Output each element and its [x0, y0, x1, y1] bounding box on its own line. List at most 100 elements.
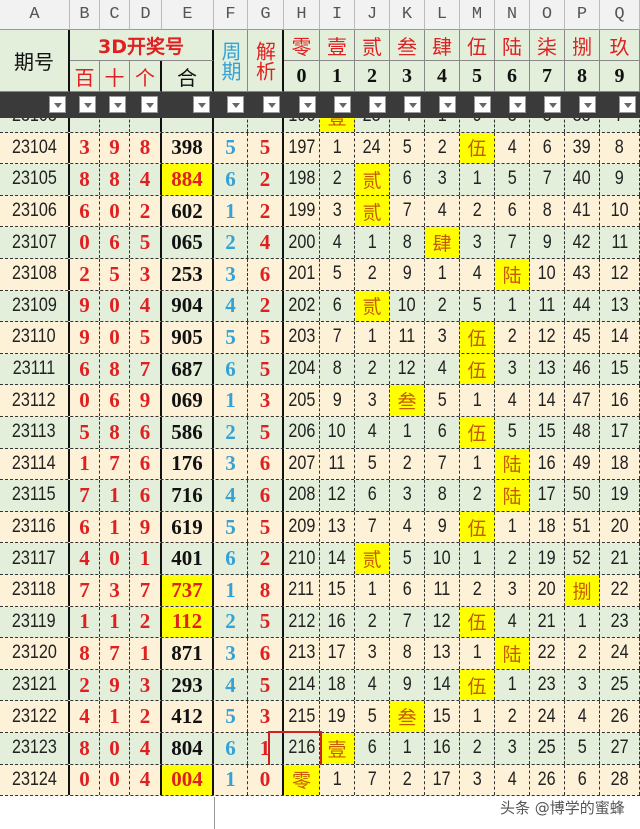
cell-i[interactable]: 13 — [320, 511, 355, 543]
cell-m[interactable]: 2 — [460, 480, 495, 511]
cell-m[interactable]: 9 — [460, 118, 495, 132]
cell-n[interactable]: 3 — [495, 575, 530, 606]
cell-h[interactable]: 211 — [284, 575, 320, 606]
filter-dropdown-button[interactable] — [404, 96, 421, 113]
cell-b[interactable]: 0 — [70, 385, 100, 416]
cell-n[interactable]: 陆 — [495, 638, 530, 669]
cell-b[interactable]: 3 — [70, 132, 100, 164]
cell-c[interactable]: 6 — [100, 227, 130, 258]
cell-f[interactable]: 5 — [214, 701, 248, 732]
cell-h[interactable]: 201 — [284, 259, 320, 290]
cell-f[interactable]: 3 — [214, 259, 248, 290]
column-header-e[interactable]: E — [162, 0, 214, 30]
cell-b[interactable]: 6 — [70, 511, 100, 543]
cell-l[interactable]: 15 — [425, 701, 460, 732]
cell-e[interactable]: 904 — [162, 290, 214, 322]
cell-g[interactable]: 5 — [248, 417, 284, 448]
cell-l[interactable]: 7 — [425, 448, 460, 480]
cell-c[interactable]: 3 — [100, 575, 130, 606]
cell-p[interactable]: 5 — [565, 733, 600, 764]
cell-a[interactable]: 23114 — [0, 448, 70, 480]
cell-d[interactable]: 4 — [130, 164, 162, 195]
cell-n[interactable]: 6 — [495, 195, 530, 227]
cell-b[interactable]: 8 — [70, 733, 100, 764]
cell-m[interactable]: 2 — [460, 195, 495, 227]
cell-a[interactable]: 23104 — [0, 132, 70, 164]
cell-f[interactable]: 4 — [214, 669, 248, 701]
cell-d[interactable]: 7 — [130, 575, 162, 606]
cell-p[interactable]: 38 — [565, 118, 600, 132]
cell-d[interactable]: 5 — [130, 322, 162, 353]
cell-m[interactable]: 伍 — [460, 322, 495, 353]
cell-b[interactable]: 6 — [70, 195, 100, 227]
cell-e[interactable]: 737 — [162, 575, 214, 606]
cell-i[interactable]: 壹 — [320, 118, 355, 132]
cell-a[interactable]: 23121 — [0, 669, 70, 701]
cell-h[interactable]: 202 — [284, 290, 320, 322]
cell-o[interactable]: 11 — [530, 290, 565, 322]
cell-j[interactable]: 23 — [355, 118, 390, 132]
cell-i[interactable]: 7 — [320, 322, 355, 353]
cell-l[interactable]: 10 — [425, 543, 460, 574]
cell-d[interactable]: 6 — [130, 480, 162, 511]
column-header-p[interactable]: P — [565, 0, 600, 30]
cell-i[interactable]: 1 — [320, 764, 355, 796]
cell-p[interactable]: 52 — [565, 543, 600, 574]
cell-f[interactable]: 2 — [214, 606, 248, 638]
cell-n[interactable]: 3 — [495, 353, 530, 385]
cell-l[interactable]: 11 — [425, 575, 460, 606]
cell-h[interactable]: 203 — [284, 322, 320, 353]
filter-dropdown-button[interactable] — [579, 96, 596, 113]
cell-e[interactable]: 069 — [162, 385, 214, 416]
cell-d[interactable]: 4 — [130, 733, 162, 764]
cell-o[interactable]: 16 — [530, 448, 565, 480]
cell-o[interactable]: 20 — [530, 575, 565, 606]
cell-b[interactable]: 0 — [70, 764, 100, 796]
cell-h[interactable]: 216 — [284, 733, 320, 764]
cell-p[interactable]: 40 — [565, 164, 600, 195]
filter-dropdown-button[interactable] — [79, 96, 96, 113]
column-header-g[interactable]: G — [248, 0, 284, 30]
filter-dropdown-button[interactable] — [263, 96, 280, 113]
cell-n[interactable]: 2 — [495, 701, 530, 732]
cell-f[interactable]: 5 — [214, 322, 248, 353]
cell-a[interactable]: 23108 — [0, 259, 70, 290]
column-header-c[interactable]: C — [100, 0, 130, 30]
cell-g[interactable]: 2 — [248, 543, 284, 574]
filter-dropdown-button[interactable] — [619, 96, 636, 113]
cell-m[interactable]: 伍 — [460, 353, 495, 385]
cell-h[interactable]: 198 — [284, 164, 320, 195]
cell-j[interactable]: 6 — [355, 733, 390, 764]
cell-q[interactable]: 10 — [600, 195, 640, 227]
cell-n[interactable]: 7 — [495, 227, 530, 258]
cell-c[interactable]: 0 — [100, 322, 130, 353]
cell-g[interactable]: 5 — [248, 353, 284, 385]
cell-p[interactable]: 41 — [565, 195, 600, 227]
cell-c[interactable]: 1 — [100, 511, 130, 543]
cell-m[interactable]: 1 — [460, 164, 495, 195]
cell-h[interactable]: 215 — [284, 701, 320, 732]
column-header-f[interactable]: F — [214, 0, 248, 30]
cell-f[interactable]: 6 — [214, 353, 248, 385]
filter-dropdown-button[interactable] — [474, 96, 491, 113]
cell-c[interactable]: 1 — [100, 606, 130, 638]
cell-l[interactable]: 4 — [425, 195, 460, 227]
cell-f[interactable]: 5 — [214, 132, 248, 164]
cell-m[interactable]: 3 — [460, 227, 495, 258]
cell-j[interactable]: 贰 — [355, 543, 390, 574]
cell-b[interactable]: 6 — [70, 353, 100, 385]
cell-d[interactable]: 6 — [130, 417, 162, 448]
cell-o[interactable]: 25 — [530, 733, 565, 764]
cell-h[interactable]: 199 — [284, 195, 320, 227]
cell-m[interactable]: 伍 — [460, 606, 495, 638]
cell-a[interactable]: 23110 — [0, 322, 70, 353]
cell-d[interactable]: 3 — [130, 259, 162, 290]
column-header-h[interactable]: H — [284, 0, 320, 30]
cell-l[interactable]: 12 — [425, 606, 460, 638]
cell-n[interactable]: 4 — [495, 132, 530, 164]
cell-d[interactable]: 5 — [130, 227, 162, 258]
cell-j[interactable]: 7 — [355, 511, 390, 543]
cell-f[interactable]: 2 — [214, 227, 248, 258]
cell-m[interactable]: 1 — [460, 448, 495, 480]
cell-n[interactable]: 1 — [495, 511, 530, 543]
